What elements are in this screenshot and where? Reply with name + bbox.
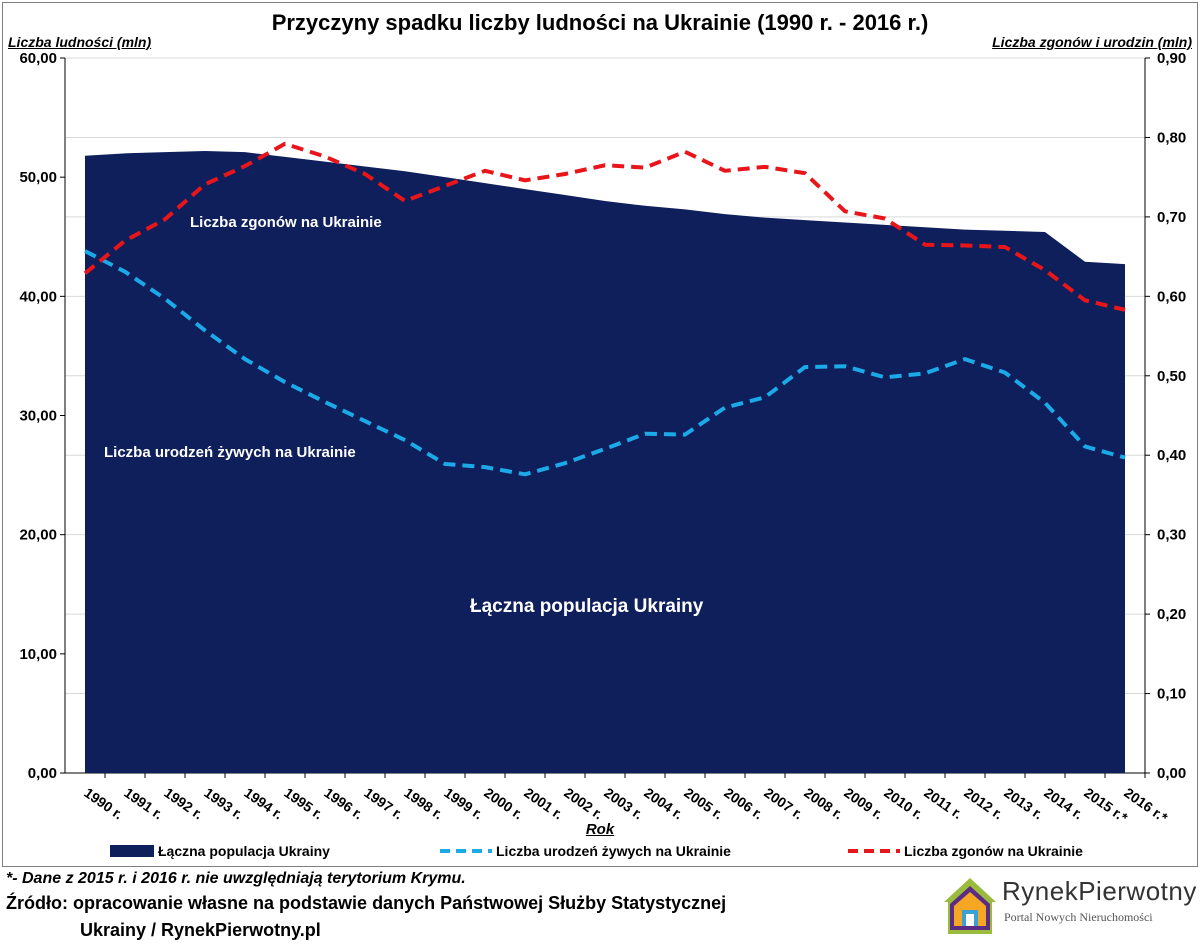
x-tick-label: 2015 r.* — [1081, 784, 1131, 826]
population-area — [85, 150, 1125, 773]
x-tick-label: 2009 r. — [841, 784, 886, 822]
y-right-tick-label: 0,60 — [1157, 288, 1186, 305]
legend-item-deaths: Liczba zgonów na Ukrainie — [848, 843, 1083, 859]
x-tick-label: 2011 r. — [921, 784, 965, 822]
logo-brand: RynekPierwotny — [1002, 876, 1197, 906]
legend-label-births: Liczba urodzeń żywych na Ukrainie — [496, 843, 731, 859]
annotation-label: Liczba zgonów na Ukrainie — [190, 214, 382, 231]
y-left-tick-label: 0,00 — [28, 765, 57, 782]
y-axis-right-label: Liczba zgonów i urodzin (mln) — [992, 34, 1192, 50]
y-left-tick-label: 10,00 — [19, 646, 57, 663]
y-left-tick-label: 20,00 — [19, 527, 57, 544]
y-left-tick-label: 30,00 — [19, 408, 57, 425]
y-right-tick-label: 0,00 — [1157, 765, 1186, 782]
x-tick-label: 2000 r. — [481, 784, 526, 822]
footnote: *- Dane z 2015 r. i 2016 r. nie uwzględn… — [6, 870, 466, 887]
x-tick-label: 1992 r. — [161, 784, 206, 822]
logo-tagline: Portal Nowych Nieruchomości — [1004, 910, 1153, 924]
legend-label-deaths: Liczba zgonów na Ukrainie — [904, 843, 1083, 859]
legend-swatch-deaths — [848, 849, 900, 853]
x-tick-label: 2010 r. — [881, 784, 926, 822]
chart-title: Przyczyny spadku liczby ludności na Ukra… — [271, 10, 929, 35]
y-right-tick-label: 0,70 — [1157, 209, 1186, 226]
x-tick-label: 1995 r. — [281, 784, 326, 822]
births-line — [84, 249, 1126, 477]
legend-item-population: Łączna populacja Ukrainy — [110, 843, 330, 859]
x-tick-label: 2002 r. — [561, 784, 606, 822]
y-right-tick-label: 0,40 — [1157, 447, 1186, 464]
y-left-tick-label: 50,00 — [19, 169, 57, 186]
rynekpierwotny-logo: RynekPierwotny Portal Nowych Nieruchomoś… — [940, 872, 1197, 942]
x-tick-label: 2008 r. — [801, 784, 846, 822]
legend-swatch-population — [110, 845, 154, 857]
y-right-tick-label: 0,30 — [1157, 527, 1186, 544]
source-line-1: Źródło: opracowanie własne na podstawie … — [6, 893, 727, 913]
annotation-label: Liczba urodzeń żywych na Ukrainie — [104, 444, 356, 461]
x-tick-label: 2004 r. — [641, 784, 686, 822]
y-axis-left-label: Liczba ludności (mln) — [8, 34, 152, 50]
x-tick-label: 1999 r. — [441, 784, 486, 822]
legend-label-population: Łączna populacja Ukrainy — [158, 843, 330, 859]
x-tick-label: 1993 r. — [201, 784, 246, 822]
house-logo-icon — [944, 878, 996, 934]
x-tick-label: 2006 r. — [721, 784, 766, 822]
x-tick-label: 2003 r. — [601, 784, 646, 822]
x-tick-label: 1994 r. — [241, 784, 286, 822]
y-left-tick-label: 40,00 — [19, 288, 57, 305]
x-tick-label: 2001 r. — [521, 784, 566, 822]
y-right-tick-label: 0,10 — [1157, 686, 1186, 703]
x-tick-label: 2013 r. — [1001, 784, 1046, 822]
x-tick-label: 1998 r. — [401, 784, 446, 822]
x-tick-label: 1991 r. — [121, 784, 166, 822]
annotation-label: Łączna populacja Ukrainy — [470, 596, 704, 617]
x-tick-label: 2016 r.* — [1121, 784, 1171, 826]
y-right-tick-label: 0,80 — [1157, 129, 1186, 146]
x-tick-label: 2014 r. — [1041, 784, 1086, 822]
y-right-tick-label: 0,50 — [1157, 368, 1186, 385]
x-tick-label: 1997 r. — [361, 784, 406, 822]
y-right-tick-label: 0,90 — [1157, 50, 1186, 67]
x-tick-label: 2005 r. — [681, 784, 726, 822]
x-axis-label: Rok — [585, 821, 615, 838]
source-line-2: Ukrainy / RynekPierwotny.pl — [80, 920, 321, 940]
y-right-tick-label: 0,20 — [1157, 606, 1186, 623]
x-tick-label: 2012 r. — [961, 784, 1006, 822]
legend-swatch-births — [440, 849, 492, 853]
x-tick-label: 2007 r. — [761, 784, 806, 822]
y-left-tick-label: 60,00 — [19, 50, 57, 67]
legend-item-births: Liczba urodzeń żywych na Ukrainie — [440, 843, 731, 859]
x-tick-label: 1996 r. — [321, 784, 366, 822]
x-tick-label: 1990 r. — [81, 784, 126, 822]
